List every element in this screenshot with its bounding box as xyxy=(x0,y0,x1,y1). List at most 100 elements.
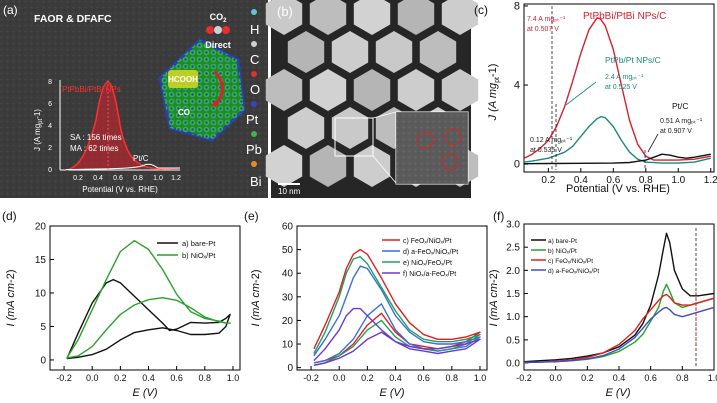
tem-nanoparticle xyxy=(309,0,347,35)
panel-e: (e) -0.2 0.0 0.2 0.4 0.6 0.8 1.00102030405060 … xyxy=(244,209,488,399)
legend-dot-h xyxy=(251,9,257,15)
co2-label: CO2 xyxy=(210,12,228,24)
d-xtick-label: 1.0 xyxy=(227,373,240,383)
inset-ptc-curve xyxy=(65,163,180,170)
f-series-0 xyxy=(523,232,715,363)
reaction-arrow-head xyxy=(211,100,218,107)
legend-dot-bi xyxy=(251,161,257,167)
zoom-box xyxy=(334,117,374,157)
f-ylabel: I (mA cm-2) xyxy=(488,269,500,326)
legend-dot-pt xyxy=(251,101,257,107)
direct-label: Direct xyxy=(205,40,231,50)
tem-nanoparticle xyxy=(441,0,479,35)
e-ytick-label: 40 xyxy=(282,269,294,280)
inset-ptc-label: Pt/C xyxy=(133,154,149,163)
f-ytick-label: 2.5 xyxy=(506,243,520,254)
c-series-0 xyxy=(523,17,711,161)
f-xtick-label: 1.0 xyxy=(708,373,717,383)
f-legend-d: d) a-FeOₓ/NiOₓ/Pt xyxy=(548,268,599,275)
panel-d-ticks: -0.2 0.0 0.2 0.4 0.6 0.8 1.0 0 5 10 15 20 xyxy=(35,222,239,384)
f-xtick-label: 0.4 xyxy=(613,373,626,383)
f-xtick-label: 0.0 xyxy=(549,373,562,383)
f-xtick-label: -0.2 xyxy=(516,373,532,383)
f-series-1 xyxy=(523,283,715,364)
c-at-red: at 0.507 V xyxy=(527,26,559,33)
d-ytick-label: 20 xyxy=(35,222,47,233)
d-ytick-label: 15 xyxy=(35,255,47,266)
d-xtick-label: 0.6 xyxy=(170,373,183,383)
inset-xtick-5: 1.2 xyxy=(171,175,181,182)
tem-nanoparticle xyxy=(287,31,325,73)
panel-b: (b) 10 nm xyxy=(265,0,479,198)
d-legend-b: b) NiOₓ/Pt xyxy=(182,251,216,260)
d-series-0 xyxy=(66,278,231,360)
panel-f-series xyxy=(523,232,715,364)
c-ytick-label: 4 xyxy=(514,80,520,92)
inset-ytick-2: 4 xyxy=(48,123,52,130)
tem-nanoparticle xyxy=(441,69,479,111)
d-ytick-label: 0 xyxy=(40,355,46,366)
d-ylabel: I (mA cm-2) xyxy=(5,269,17,326)
inset-xtick-3: 0.8 xyxy=(133,175,143,182)
f-ytick-label: 1.5 xyxy=(506,289,520,300)
inset-xlabel: Potential (V vs. RHE) xyxy=(82,185,158,194)
e-ytick-label: 60 xyxy=(282,222,294,233)
legend-c: C xyxy=(250,52,259,67)
tem-nanoparticle xyxy=(287,107,325,149)
tem-nanoparticle xyxy=(309,69,347,111)
e-legend-d: d) a-FeOₓ/NiOₓ/Pt xyxy=(403,249,458,256)
f-series-3 xyxy=(523,306,715,364)
panel-a-inset-plot: 0 2 4 6 8 0.2 0.4 0.6 0.8 1.0 1.2 Potent… xyxy=(33,79,181,194)
panel-c-frame xyxy=(523,3,715,173)
c-xtick-label: 0.2 xyxy=(541,175,555,186)
d-xlabel: E (V) xyxy=(132,387,157,399)
legend-h: H xyxy=(250,22,259,37)
tem-nanoparticle xyxy=(265,145,303,187)
d-xtick-label: 0.2 xyxy=(114,373,127,383)
tem-nanoparticle xyxy=(353,0,391,35)
zoom-line-bottom xyxy=(372,155,397,184)
d-ytick-label: 10 xyxy=(35,288,47,299)
c-label-red: PtPbBi/PtBi NPs/C xyxy=(583,11,666,22)
e-ytick-label: 20 xyxy=(282,316,294,327)
legend-dot-c xyxy=(251,41,257,47)
e-xtick-label: 0.6 xyxy=(417,373,430,383)
inset-xtick-2: 0.6 xyxy=(113,175,123,182)
e-series-1 xyxy=(313,265,481,364)
panel-a-title: FAOR & DFAFC xyxy=(34,13,112,25)
c-annot-line-black xyxy=(647,133,659,153)
c-xtick-label: 0.8 xyxy=(639,175,653,186)
inset-series-label: PtPbBi/PtBi NPs xyxy=(62,85,121,94)
inset-ytick-0: 0 xyxy=(48,167,52,174)
e-ylabel: I (mA cm-2) xyxy=(250,269,262,326)
panel-b-label: (b) xyxy=(277,4,293,19)
c-at-black: at 0.907 V xyxy=(660,128,692,135)
e-ytick-label: 10 xyxy=(282,340,294,351)
f-xlabel: E (V) xyxy=(605,387,630,399)
c-value-ptc-low: 0.12 A mgₚₜ⁻¹ xyxy=(530,137,573,144)
e-xlabel: E (V) xyxy=(379,387,404,399)
tem-nanoparticle xyxy=(265,0,303,35)
legend-bi: Bi xyxy=(250,174,262,189)
c-ytick-label: 8 xyxy=(514,0,520,12)
c-xlabel: Potential (V vs. RHE) xyxy=(566,183,670,195)
inset-sa-text: SA : 156 times xyxy=(70,133,122,142)
c-annot-line-teal xyxy=(565,81,597,106)
panel-f-frame xyxy=(523,223,715,371)
panel-d-label: (d) xyxy=(2,209,17,223)
c-value-teal: 2.4 A mgₚₜ⁻¹ xyxy=(605,74,644,81)
c-at-ptc-low: at 0.535 V xyxy=(530,147,562,154)
e-xtick-label: -0.2 xyxy=(303,373,319,383)
inset-ma-text: MA : 62 times xyxy=(70,144,118,153)
tem-nanoparticle xyxy=(265,69,303,111)
d-xtick-label: 0.4 xyxy=(142,373,155,383)
e-xtick-label: 0.8 xyxy=(446,373,459,383)
panel-e-label: (e) xyxy=(244,209,259,223)
panel-f-label: (f) xyxy=(493,209,504,223)
f-ytick-label: 3.0 xyxy=(506,220,520,231)
f-ytick-label: 0.0 xyxy=(506,359,520,370)
nanoparticle-model: HCOOH CO xyxy=(158,38,246,142)
panel-e-series xyxy=(313,248,481,366)
panel-a: (a) FAOR & DFAFC 0 2 4 6 8 0.2 0.4 0.6 0… xyxy=(0,0,268,198)
